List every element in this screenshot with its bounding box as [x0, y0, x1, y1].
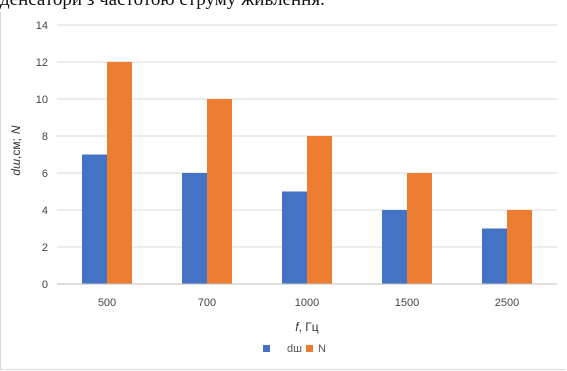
y-tick-label: 6	[42, 168, 48, 180]
x-tick-label: 700	[198, 297, 216, 309]
y-tick-label: 4	[42, 205, 48, 217]
legend-swatch-n	[306, 345, 313, 352]
x-axis-title-unit: , Гц	[299, 320, 319, 334]
bar-n	[407, 173, 432, 284]
bar-dsh	[282, 191, 307, 284]
y-tick-label: 12	[36, 57, 48, 69]
x-tick-label: 1500	[395, 297, 419, 309]
y-tick-label: 10	[36, 94, 48, 106]
bars	[82, 62, 532, 284]
legend: dш N	[263, 343, 326, 355]
x-tick-labels: 500 700 1000 1500 2500	[98, 297, 519, 309]
x-tick-label: 1000	[295, 297, 319, 309]
bar-dsh	[82, 154, 107, 284]
y-tick-labels: 0 2 4 6 8 10 12 14	[36, 20, 48, 291]
y-tick-label: 0	[42, 279, 48, 291]
bar-dsh	[182, 173, 207, 284]
x-axis-title-var: f	[295, 320, 300, 334]
y-axis-title-var1: dш	[9, 159, 23, 176]
bar-dsh	[482, 228, 507, 284]
y-tick-label: 2	[42, 242, 48, 254]
legend-label-dsh: dш	[287, 343, 302, 355]
x-tick-label: 500	[98, 297, 116, 309]
bar-n	[507, 210, 532, 284]
bar-n	[307, 136, 332, 284]
heading-fragment: денсатори з частотою струму живлення.	[0, 0, 567, 12]
y-axis-title: dш,см; N	[9, 125, 23, 176]
bar-dsh	[382, 210, 407, 284]
bar-n	[207, 99, 232, 284]
x-tick-label: 2500	[495, 297, 519, 309]
legend-label-n: N	[318, 343, 326, 355]
y-tick-label: 14	[36, 20, 48, 32]
y-tick-label: 8	[42, 131, 48, 143]
y-axis-title-var2: N	[9, 125, 23, 134]
x-axis-title: f, Гц	[295, 320, 319, 334]
legend-swatch-dsh	[263, 345, 270, 352]
y-axis-title-unit: ,см;	[9, 138, 23, 159]
bar-n	[107, 62, 132, 284]
chart-container: 0 2 4 6 8 10 12 14 500 700 1000 1500 2500 dш,см;N f…	[0, 12, 566, 370]
